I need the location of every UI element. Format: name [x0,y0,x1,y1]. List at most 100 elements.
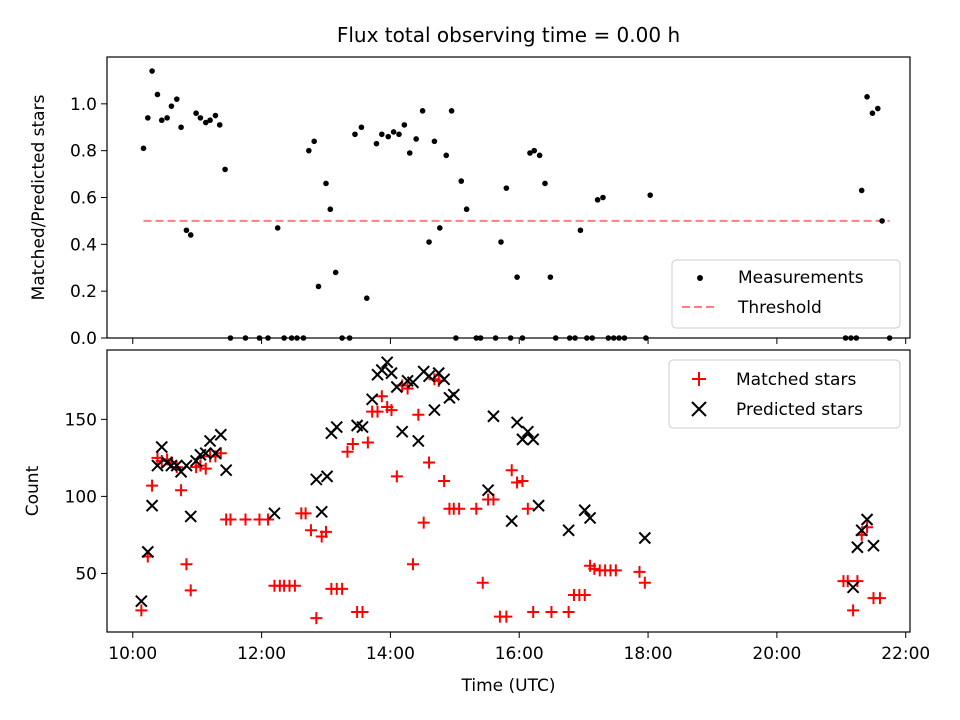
top-y-tick-label: 0.2 [70,282,97,302]
legend-marker-matched [692,372,706,386]
measurement-point [396,131,402,138]
measurement-point [419,108,426,114]
measurement-point [173,96,180,102]
predicted-star-point [365,393,379,406]
measurement-point [197,115,204,121]
matched-star-point [356,605,369,618]
predicted-star-point [320,470,334,483]
bottom-y-tick-label: 50 [75,564,97,584]
predicted-star-point [170,459,183,472]
matched-star-point [578,589,591,602]
predicted-stars-series [135,356,880,608]
matched-star-point [304,524,317,537]
measurement-point [212,112,219,119]
matched-star-point [371,405,384,418]
predicted-star-point [356,420,369,434]
measurement-point [385,133,392,140]
measurement-point [463,206,470,213]
predicted-star-point [532,499,545,512]
matched-star-point [417,516,430,529]
measurement-point [864,94,870,100]
predicted-star-point [135,594,148,608]
matched-star-point [262,513,275,526]
predicted-star-point [516,433,529,446]
top-panel: 0.0 0.2 0.4 0.6 0.8 1.0 Matched/Predicted sta… [29,56,911,349]
chart-title: Flux total observing time = 0.00 h [337,23,680,47]
measurement-point [315,283,322,290]
predicted-star-point [189,454,203,468]
matched-star-point [146,479,159,492]
measurement-point [363,295,370,301]
predicted-star-point [406,376,420,389]
measurement-point [149,68,155,74]
predicted-star-point [846,581,860,594]
matched-star-point [438,474,451,487]
legend-label-predicted: Predicted stars [736,400,863,420]
predicted-star-point [219,463,233,477]
predicted-star-point [375,363,389,377]
matched-star-point [375,390,388,403]
matched-star-point [199,462,212,475]
predicted-star-point [155,440,168,454]
measurement-point [498,239,504,245]
predicted-star-point [203,434,217,448]
top-y-tick-label: 0.0 [70,329,97,349]
predicted-star-point [521,425,535,438]
measurement-point [390,129,397,135]
top-legend: Measurements Threshold [671,259,901,329]
x-tick-label: 14:00 [366,644,415,664]
bottom-legend-box [668,359,901,429]
predicted-star-point [412,434,425,448]
matched-star-point [873,592,886,605]
measurement-point [379,131,385,138]
predicted-star-point [422,369,436,383]
predicted-star-point [380,356,394,369]
matched-star-point [527,605,540,618]
matched-star-point [224,513,237,526]
predicted-star-point [151,459,164,472]
measurement-point [458,178,465,184]
matched-star-point [336,582,349,595]
matched-star-point [412,408,425,421]
matched-star-point [310,612,323,625]
measurement-point [869,110,876,116]
matched-star-point [385,404,398,417]
measurement-point [542,180,548,187]
x-tick-label: 10:00 [108,644,157,664]
matched-star-point [633,565,646,578]
x-tick-label: 12:00 [237,644,286,664]
bottom-y-tick-label: 100 [65,487,97,507]
measurement-point [327,206,334,213]
predicted-star-point [184,510,197,523]
measurement-point [140,145,147,152]
matched-star-point [175,484,188,497]
measurement-point [358,124,365,131]
measurements-series [140,68,893,341]
matched-star-point [609,564,622,577]
top-legend-box [671,259,901,329]
measurement-point [527,150,533,156]
bottom-x-axis-label: Time (UTC) [461,676,556,696]
predicted-star-point [562,524,575,537]
predicted-star-point [315,505,328,519]
legend-label-measurements: Measurements [738,268,864,288]
top-y-axis-label: Matched/Predicted stars [29,94,49,300]
matched-star-point [390,470,403,483]
measurement-point [164,115,170,121]
measurement-point [168,103,175,109]
measurement-point [448,108,455,114]
measurement-point [874,105,881,112]
predicted-star-point [855,524,868,537]
measurement-point [373,140,380,147]
matched-star-point [588,562,601,575]
bottom-y-tick-label: 150 [65,410,97,430]
measurement-point [202,119,209,126]
bottom-plot-frame [106,349,911,633]
predicted-star-point [428,403,441,417]
predicted-star-point [867,539,880,552]
matched-star-point [545,605,558,618]
predicted-star-point [860,513,874,526]
legend-label-matched: Matched stars [736,370,856,390]
matched-star-point [847,604,860,617]
matched-star-point [861,521,874,534]
